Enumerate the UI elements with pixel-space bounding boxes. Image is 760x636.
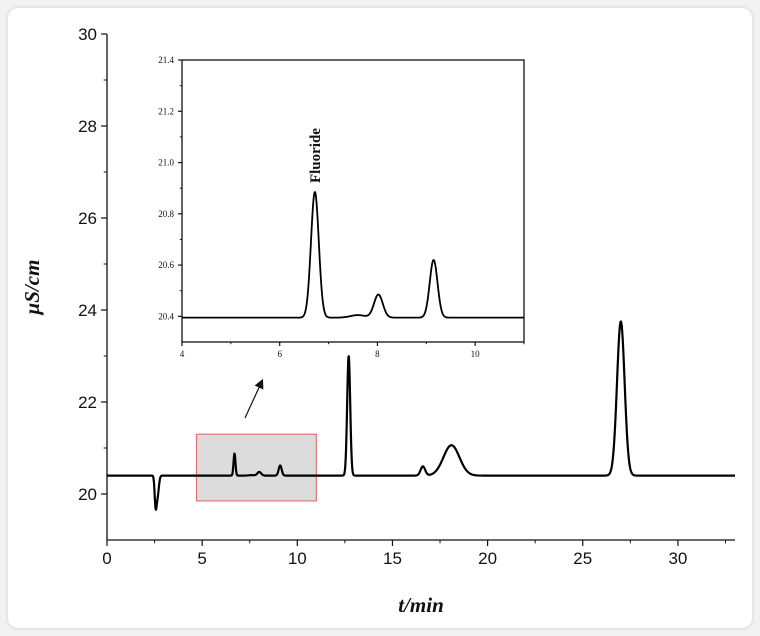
main-x-tick-label: 10	[288, 549, 307, 568]
inset-y-tick-label: 21.0	[158, 158, 174, 168]
inset-frame	[181, 59, 525, 343]
main-x-tick-label: 25	[573, 549, 592, 568]
main-x-tick-label: 5	[197, 549, 206, 568]
inset-y-tick-label: 20.6	[158, 260, 174, 270]
main-y-tick-label: 20	[78, 485, 97, 504]
main-y-axis-title: μS/cm	[20, 260, 44, 316]
main-y-tick-label: 24	[78, 301, 97, 320]
zoom-arrow	[244, 378, 264, 419]
main-y-tick-label: 30	[78, 25, 97, 44]
main-x-tick-label: 15	[383, 549, 402, 568]
figure-card	[8, 8, 752, 628]
inset-chart: 4 6 8 10 20.4 20.6 20.8 21.0 21.2 21.4 Fluoride	[158, 55, 525, 359]
inset-x-tick-label: 4	[180, 349, 185, 359]
main-y-tick-label: 26	[78, 209, 97, 228]
inset-y-tick-label: 20.8	[158, 209, 174, 219]
main-y-tick-label: 22	[78, 393, 97, 412]
main-series-line	[106, 320, 736, 511]
inset-peak-annotation: Fluoride	[308, 128, 324, 183]
inset-y-tick-label: 20.4	[158, 311, 174, 321]
inset-x-tick-label: 6	[277, 349, 282, 359]
inset-y-tick-label: 21.4	[158, 55, 174, 65]
main-y-tick-label: 28	[78, 117, 97, 136]
main-x-axis-title: t/min	[398, 593, 444, 617]
main-highlight-box	[195, 433, 317, 502]
main-x-tick-label: 20	[478, 549, 497, 568]
inset-series-line	[181, 191, 525, 319]
inset-x-tick-label: 8	[375, 349, 380, 359]
main-x-tick-label: 0	[102, 549, 111, 568]
inset-x-tick-label: 10	[471, 349, 481, 359]
main-x-tick-label: 30	[668, 549, 687, 568]
inset-y-tick-label: 21.2	[158, 106, 174, 116]
main-chart: 0 5 10 15 20 25 30 20 22 24 26 28 30 t/min μS/cm	[20, 25, 736, 617]
